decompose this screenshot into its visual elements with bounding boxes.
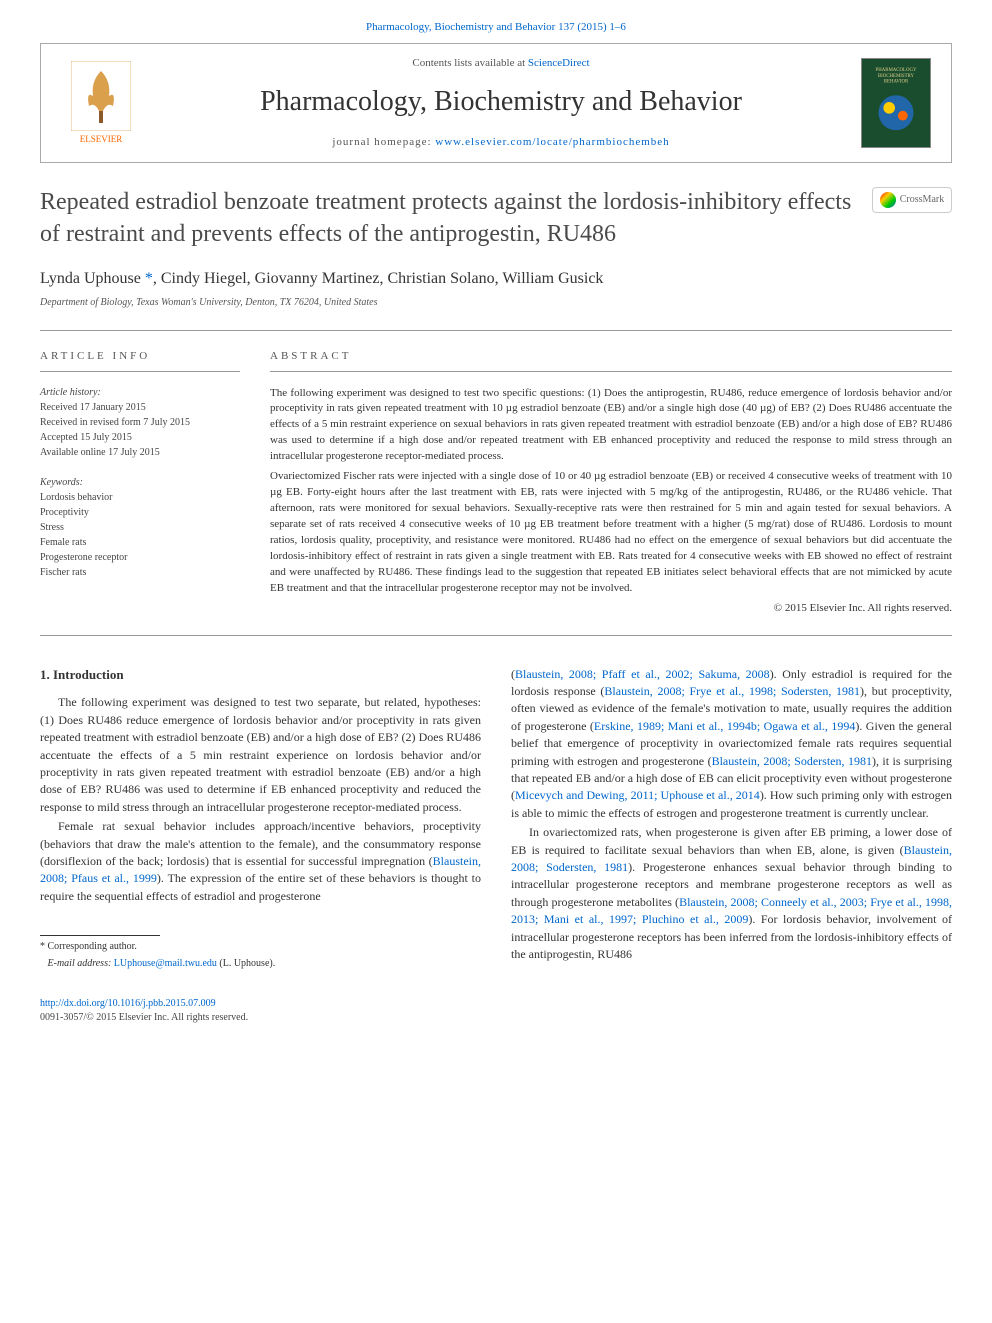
elsevier-logo: ELSEVIER bbox=[61, 58, 141, 148]
left-column: 1. Introduction The following experiment… bbox=[40, 666, 481, 974]
page-footer: http://dx.doi.org/10.1016/j.pbb.2015.07.… bbox=[40, 997, 952, 1025]
corresponding-author-note: * Corresponding author. bbox=[40, 940, 481, 955]
citation-link[interactable]: Blaustein, 2008; Pfaff et al., 2002; Sak… bbox=[515, 667, 770, 681]
keywords-label: Keywords: bbox=[40, 476, 240, 490]
divider bbox=[40, 635, 952, 636]
email-link[interactable]: LUphouse@mail.twu.edu bbox=[114, 958, 217, 969]
journal-header: ELSEVIER Contents lists available at Sci… bbox=[40, 43, 952, 163]
history-item: Available online 17 July 2015 bbox=[40, 445, 240, 460]
email-note: E-mail address: LUphouse@mail.twu.edu (L… bbox=[40, 957, 481, 972]
abstract-p2: Ovariectomized Fischer rats were injecte… bbox=[270, 469, 952, 597]
journal-name: Pharmacology, Biochemistry and Behavior bbox=[141, 82, 861, 121]
article-info-sidebar: ARTICLE INFO Article history: Received 1… bbox=[40, 349, 240, 617]
intro-p2: Female rat sexual behavior includes appr… bbox=[40, 818, 481, 905]
intro-p1: The following experiment was designed to… bbox=[40, 694, 481, 816]
journal-citation-link[interactable]: Pharmacology, Biochemistry and Behavior … bbox=[366, 21, 626, 33]
keyword: Fischer rats bbox=[40, 565, 240, 580]
elsevier-tree-icon bbox=[71, 61, 131, 131]
article-info-heading: ARTICLE INFO bbox=[40, 349, 240, 371]
keyword: Female rats bbox=[40, 535, 240, 550]
intro-heading: 1. Introduction bbox=[40, 666, 481, 685]
history-item: Accepted 15 July 2015 bbox=[40, 430, 240, 445]
copyright: © 2015 Elsevier Inc. All rights reserved… bbox=[270, 601, 952, 617]
contents-line: Contents lists available at ScienceDirec… bbox=[141, 56, 861, 71]
history-item: Received in revised form 7 July 2015 bbox=[40, 415, 240, 430]
citation-link[interactable]: Blaustein, 2008; Frye et al., 1998; Sode… bbox=[604, 684, 860, 698]
intro-p3: In ovariectomized rats, when progesteron… bbox=[511, 824, 952, 963]
history-label: Article history: bbox=[40, 386, 240, 400]
abstract-column: ABSTRACT The following experiment was de… bbox=[270, 349, 952, 617]
affiliation: Department of Biology, Texas Woman's Uni… bbox=[40, 296, 952, 310]
body-columns: 1. Introduction The following experiment… bbox=[40, 666, 952, 974]
keyword: Progesterone receptor bbox=[40, 550, 240, 565]
journal-citation: Pharmacology, Biochemistry and Behavior … bbox=[40, 20, 952, 35]
citation-link[interactable]: Micevych and Dewing, 2011; Uphouse et al… bbox=[515, 788, 760, 802]
keyword: Stress bbox=[40, 520, 240, 535]
citation-link[interactable]: Erskine, 1989; Mani et al., 1994b; Ogawa… bbox=[594, 719, 855, 733]
header-center: Contents lists available at ScienceDirec… bbox=[141, 56, 861, 150]
journal-cover-thumbnail: PHARMACOLOGY BIOCHEMISTRY BEHAVIOR bbox=[861, 58, 931, 148]
right-column: (Blaustein, 2008; Pfaff et al., 2002; Sa… bbox=[511, 666, 952, 974]
abstract-heading: ABSTRACT bbox=[270, 349, 952, 371]
authors: Lynda Uphouse *, Cindy Hiegel, Giovanny … bbox=[40, 268, 952, 290]
crossmark-icon bbox=[880, 192, 896, 208]
svg-text:BEHAVIOR: BEHAVIOR bbox=[884, 80, 909, 85]
sciencedirect-link[interactable]: ScienceDirect bbox=[528, 57, 590, 69]
intro-p2-cont: (Blaustein, 2008; Pfaff et al., 2002; Sa… bbox=[511, 666, 952, 823]
keyword: Lordosis behavior bbox=[40, 490, 240, 505]
doi-link[interactable]: http://dx.doi.org/10.1016/j.pbb.2015.07.… bbox=[40, 998, 216, 1009]
corresponding-author-mark[interactable]: * bbox=[145, 270, 153, 287]
article-title: Repeated estradiol benzoate treatment pr… bbox=[40, 187, 852, 249]
crossmark-badge[interactable]: CrossMark bbox=[872, 187, 952, 213]
svg-text:PHARMACOLOGY: PHARMACOLOGY bbox=[876, 68, 917, 73]
history-item: Received 17 January 2015 bbox=[40, 400, 240, 415]
homepage-line: journal homepage: www.elsevier.com/locat… bbox=[141, 135, 861, 150]
issn-copyright: 0091-3057/© 2015 Elsevier Inc. All right… bbox=[40, 1012, 248, 1023]
svg-text:BIOCHEMISTRY: BIOCHEMISTRY bbox=[878, 74, 915, 79]
footnote-divider bbox=[40, 935, 160, 936]
citation-link[interactable]: Blaustein, 2008; Sodersten, 1981 bbox=[712, 754, 872, 768]
abstract-p1: The following experiment was designed to… bbox=[270, 386, 952, 466]
keyword: Proceptivity bbox=[40, 505, 240, 520]
homepage-link[interactable]: www.elsevier.com/locate/pharmbiochembeh bbox=[435, 136, 669, 148]
